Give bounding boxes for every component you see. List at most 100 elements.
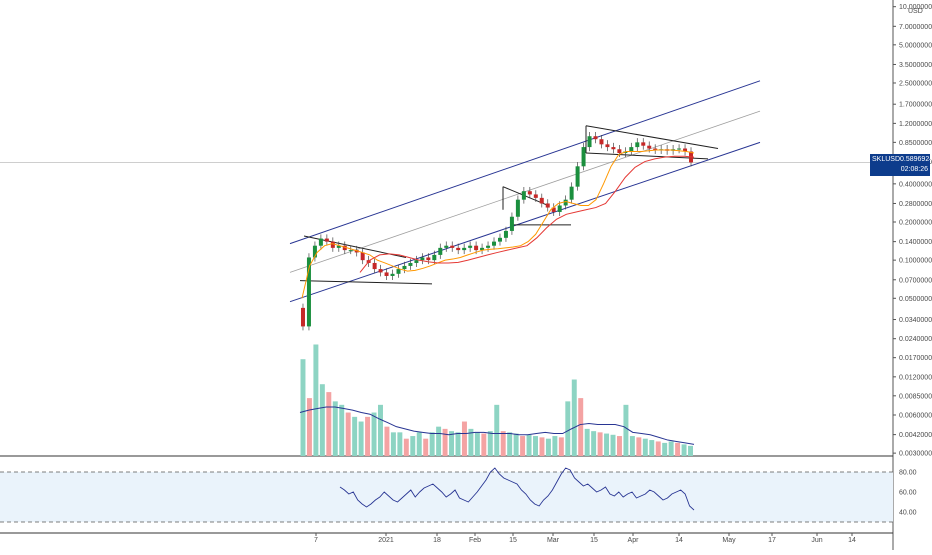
candle-body — [569, 186, 574, 200]
candle-body — [420, 257, 425, 261]
candle-body — [402, 265, 407, 270]
candle-body — [486, 245, 491, 248]
volume-bar — [610, 434, 616, 456]
volume-bar — [365, 416, 371, 456]
last-price-value: 0.58969246 — [900, 156, 932, 163]
channel-upper — [289, 80, 761, 245]
candle-body — [462, 247, 467, 251]
volume-bar — [358, 421, 364, 456]
candle-body — [521, 191, 526, 200]
volume-bar — [306, 398, 312, 456]
volume-bar — [636, 437, 642, 456]
volume-bar — [319, 384, 325, 456]
volume-bar — [436, 426, 442, 456]
candle-body — [497, 237, 502, 242]
candle-body — [342, 245, 347, 251]
volume-bar — [487, 431, 493, 456]
x-tick-label-12: 14 — [848, 537, 856, 544]
rsi-tick-label-1: 60.00 — [899, 490, 917, 497]
candle-body — [557, 205, 562, 212]
x-tick-label-10: 17 — [768, 537, 776, 544]
y-tick-label-4: 2.50000000 — [899, 80, 932, 87]
candle-body — [533, 194, 538, 198]
candle-body — [324, 238, 329, 242]
volume-ma-line — [299, 406, 695, 445]
x-tick-label-11: Jun — [811, 537, 822, 544]
candle-body — [444, 245, 449, 248]
volume-bar — [642, 438, 648, 456]
volume-bar — [649, 440, 655, 456]
candle-body — [474, 245, 479, 251]
currency-label: USD — [908, 8, 923, 15]
candle-body — [450, 245, 455, 248]
candle-body — [629, 147, 634, 152]
volume-bar — [371, 412, 377, 456]
volume-bar — [655, 441, 661, 456]
candle-body — [551, 207, 556, 212]
candle-body — [593, 136, 598, 140]
volume-bar — [416, 432, 422, 456]
volume-bar — [597, 432, 603, 456]
symbol-label: SKLUSD — [872, 156, 901, 163]
volume-bar — [339, 404, 345, 456]
volume-bar — [526, 434, 532, 456]
candle-body — [509, 216, 514, 231]
candle-body — [635, 142, 640, 148]
volume-bar — [688, 445, 693, 456]
volume-bar — [571, 379, 577, 456]
x-tick-label-2: 18 — [433, 537, 441, 544]
candle-body — [300, 307, 305, 327]
volume-bar — [352, 416, 358, 456]
candle-body — [438, 247, 443, 255]
rsi-tick-label-0: 80.00 — [899, 470, 917, 477]
y-tick-label-0: 10.00000000 — [899, 4, 932, 11]
candle-body — [683, 148, 688, 152]
volume-bar — [332, 401, 338, 456]
volume-bar — [423, 438, 429, 456]
volume-bar — [591, 431, 597, 456]
candle-body — [414, 260, 419, 263]
candle-body — [492, 241, 497, 246]
volume-bar — [326, 392, 332, 456]
volume-bar — [539, 437, 545, 456]
rsi-line — [339, 467, 695, 511]
volume-bar — [455, 432, 461, 456]
candle-body — [653, 148, 658, 150]
pattern-line-5 — [585, 152, 709, 160]
volume-bar — [397, 432, 403, 456]
pattern-line-1 — [299, 280, 433, 285]
x-tick-label-8: 14 — [675, 537, 683, 544]
ema-fast-line — [301, 149, 695, 299]
volume-bar — [300, 359, 306, 456]
candle-body — [432, 254, 437, 261]
rsi-tick-label-2: 40.00 — [899, 510, 917, 517]
last-price-label: SKLUSD 0.58969246 02:08:26 — [870, 154, 932, 176]
y-tick-label-2: 5.00000000 — [899, 42, 932, 49]
volume-bar — [558, 437, 564, 456]
candle-body — [515, 199, 520, 217]
volume-bar — [345, 412, 351, 456]
volume-bar — [481, 433, 487, 456]
y-tick-label-3: 3.50000000 — [899, 62, 932, 69]
volume-bar — [578, 398, 584, 456]
volume-bar — [494, 404, 500, 456]
candle-body — [581, 147, 586, 167]
candle-body — [318, 238, 323, 246]
candle-body — [563, 199, 568, 206]
volume-bar — [403, 438, 409, 456]
candle-body — [354, 250, 359, 253]
volume-bar — [662, 442, 668, 456]
